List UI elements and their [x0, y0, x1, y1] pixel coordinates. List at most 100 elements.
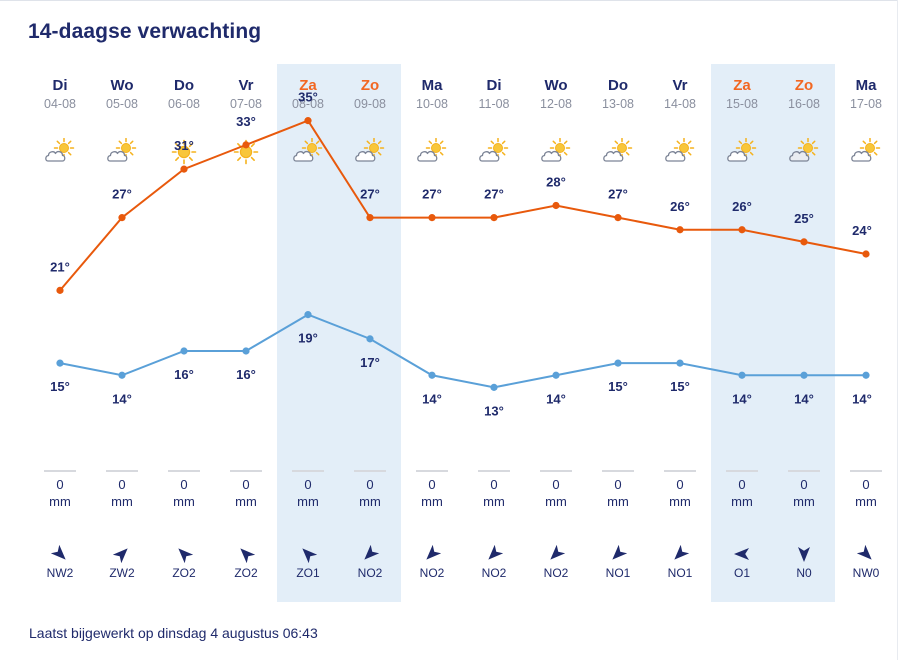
precipitation-value: 0 [614, 477, 622, 492]
sun-icon [229, 138, 263, 166]
sun-behind-cloud-icon [353, 137, 387, 166]
day-column: Zo 09-08 0 mm NO2 [339, 64, 401, 602]
day-date: 04-08 [44, 97, 76, 111]
wind-arrow-icon [671, 544, 690, 563]
precipitation-value: 0 [242, 477, 250, 492]
right-rule [897, 0, 898, 660]
precipitation-value: 0 [738, 477, 746, 492]
wind-label: NW0 [852, 566, 880, 580]
day-column: Vr 07-08 0 mm ZO2 [215, 64, 277, 602]
precipitation-bar [726, 470, 758, 472]
day-column: Ma 10-08 0 mm NO2 [401, 64, 463, 602]
day-date: 10-08 [416, 97, 448, 111]
precipitation-bar [788, 470, 820, 472]
sun-behind-cloud-icon [601, 137, 635, 166]
precipitation-unit: mm [421, 494, 443, 509]
precipitation-unit: mm [793, 494, 815, 509]
precipitation-value: 0 [366, 477, 374, 492]
precipitation-value: 0 [56, 477, 64, 492]
precipitation-unit: mm [49, 494, 71, 509]
sun-behind-cloud-icon [849, 137, 883, 166]
day-column: Zo 16-08 0 mm N0 [773, 64, 835, 602]
precipitation-bar [602, 470, 634, 472]
day-date: 11-08 [478, 97, 510, 111]
wind-label: NO2 [357, 566, 383, 580]
wind-label: ZW2 [109, 566, 135, 580]
day-column: Za 15-08 0 mm O1 [711, 64, 773, 602]
day-name: Za [299, 77, 317, 94]
day-date: 12-08 [540, 97, 572, 111]
day-column: Do 06-08 0 mm ZO2 [153, 64, 215, 602]
precipitation-value: 0 [428, 477, 436, 492]
day-name: Do [608, 77, 628, 94]
day-date: 09-08 [354, 97, 386, 111]
wind-arrow-icon [733, 545, 751, 563]
wind-arrow-icon [856, 544, 875, 563]
precipitation-unit: mm [545, 494, 567, 509]
day-name: Zo [360, 77, 380, 94]
sun-behind-cloud-icon [291, 137, 325, 166]
precipitation-bar [44, 470, 76, 472]
precipitation-bar [106, 470, 138, 472]
day-date: 14-08 [664, 97, 696, 111]
precipitation-unit: mm [483, 494, 505, 509]
precipitation-value: 0 [552, 477, 560, 492]
wind-arrow-icon [50, 544, 69, 563]
day-date: 05-08 [106, 97, 138, 111]
precipitation-bar [292, 470, 324, 472]
precipitation-bar [850, 470, 882, 472]
precipitation-value: 0 [490, 477, 498, 492]
wind-arrow-icon [175, 545, 194, 564]
precipitation-value: 0 [862, 477, 870, 492]
sun-behind-cloud-icon [725, 137, 759, 166]
day-date: 16-08 [788, 97, 820, 111]
wind-label: NO2 [481, 566, 507, 580]
day-date: 07-08 [230, 97, 262, 111]
wind-arrow-icon [299, 545, 318, 564]
sun-behind-cloud-icon [539, 137, 573, 166]
precipitation-bar [478, 470, 510, 472]
precipitation-value: 0 [180, 477, 188, 492]
wind-arrow-icon [361, 544, 380, 563]
precipitation-unit: mm [855, 494, 877, 509]
precipitation-unit: mm [111, 494, 133, 509]
day-date: 08-08 [292, 97, 324, 111]
wind-label: NW2 [46, 566, 74, 580]
precipitation-unit: mm [607, 494, 629, 509]
day-column: Ma 17-08 0 mm NW0 [835, 64, 897, 602]
precipitation-unit: mm [359, 494, 381, 509]
wind-label: N0 [796, 566, 812, 580]
precipitation-unit: mm [297, 494, 319, 509]
day-column: Wo 05-08 0 mm ZW2 [91, 64, 153, 602]
sun-behind-cloud-icon [43, 137, 77, 166]
day-name: Zo [794, 77, 814, 94]
wind-arrow-icon [485, 544, 504, 563]
precipitation-unit: mm [669, 494, 691, 509]
wind-label: ZO2 [172, 566, 196, 580]
day-name: Ma [421, 77, 443, 94]
day-date: 15-08 [726, 97, 758, 111]
precipitation-bar [664, 470, 696, 472]
day-name: Vr [672, 77, 688, 94]
wind-arrow-icon [547, 544, 566, 563]
day-name: Ma [855, 77, 877, 94]
sun-behind-cloud-icon [415, 137, 449, 166]
wind-label: NO2 [419, 566, 445, 580]
precipitation-unit: mm [173, 494, 195, 509]
precipitation-unit: mm [235, 494, 257, 509]
day-name: Di [486, 77, 502, 94]
cloud-with-sun-icon [787, 137, 821, 166]
sun-icon [167, 138, 201, 166]
precipitation-unit: mm [731, 494, 753, 509]
precipitation-bar [168, 470, 200, 472]
wind-label: O1 [733, 566, 750, 580]
precipitation-bar [354, 470, 386, 472]
day-column: Za 08-08 0 mm ZO1 [277, 64, 339, 602]
precipitation-value: 0 [800, 477, 808, 492]
wind-arrow-icon [237, 545, 256, 564]
wind-label: NO2 [543, 566, 569, 580]
day-name: Za [733, 77, 751, 94]
wind-arrow-icon [609, 544, 628, 563]
day-column: Di 04-08 0 mm NW2 [29, 64, 91, 602]
wind-label: NO1 [667, 566, 693, 580]
